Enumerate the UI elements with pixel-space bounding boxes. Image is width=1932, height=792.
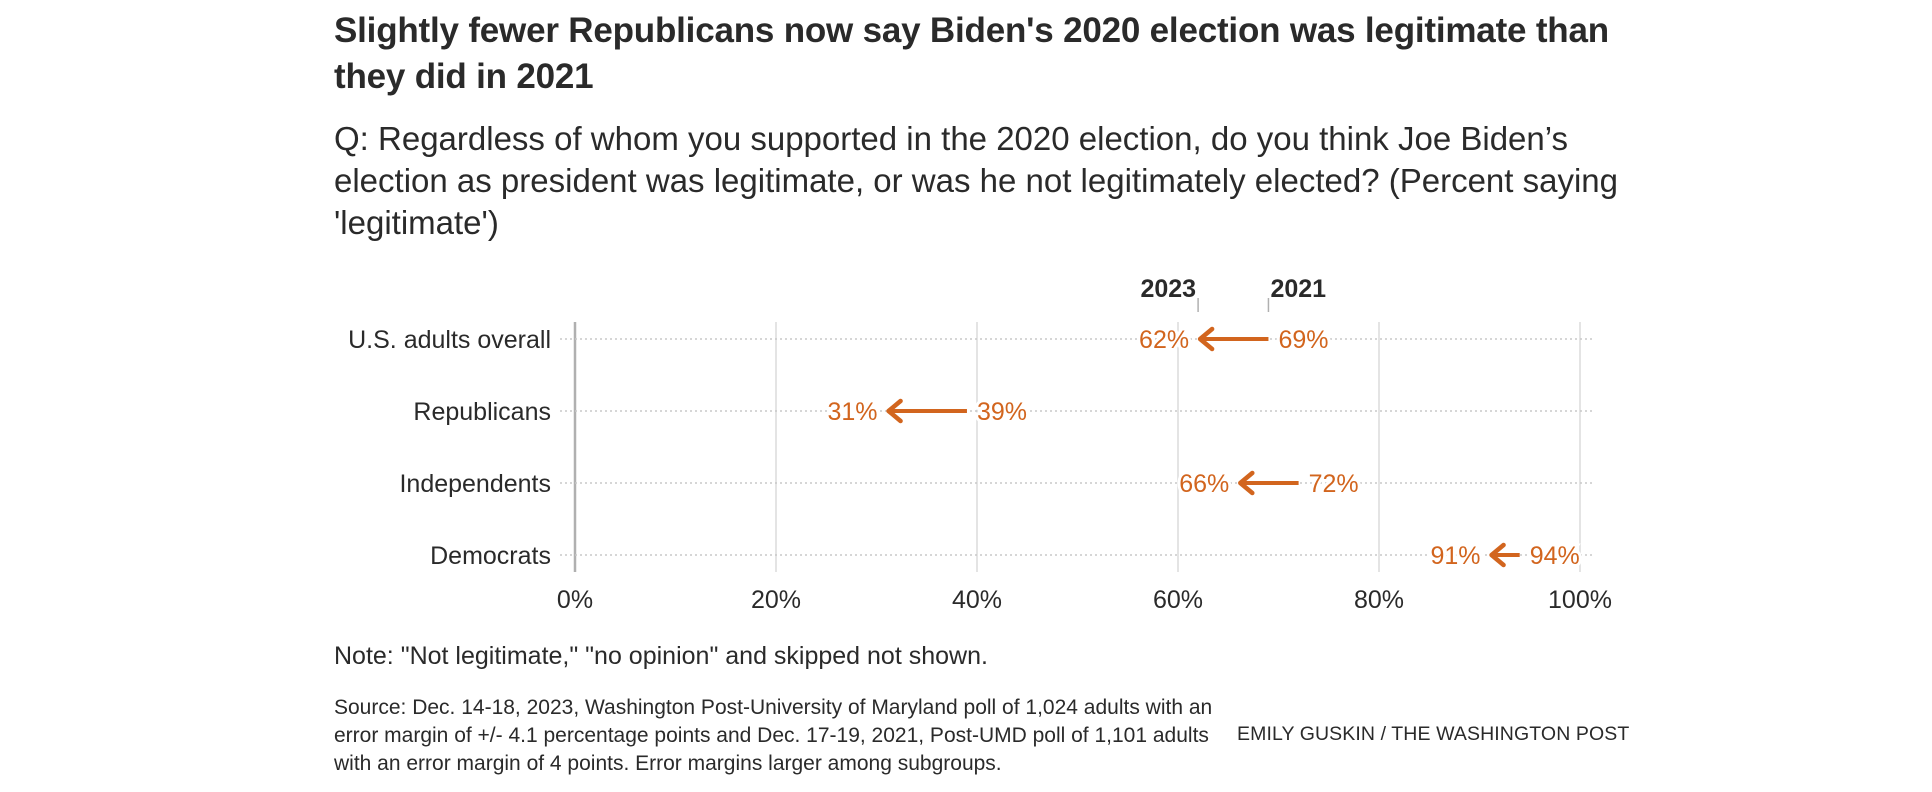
chart-note: Note: "Not legitimate," "no opinion" and… <box>334 642 988 670</box>
value-label-2021: 39% <box>977 398 1027 426</box>
chart-credit: EMILY GUSKIN / THE WASHINGTON POST <box>1237 723 1630 745</box>
value-label-2023: 66% <box>1179 470 1229 498</box>
x-tick-label: 60% <box>1153 586 1203 614</box>
change-arrowhead <box>1197 326 1215 352</box>
category-label: U.S. adults overall <box>348 326 551 354</box>
change-arrowhead <box>1238 470 1255 496</box>
change-arrowhead <box>886 398 903 424</box>
value-label-2021: 69% <box>1278 326 1328 354</box>
x-tick-label: 100% <box>1548 586 1612 614</box>
x-tick-label: 0% <box>557 586 593 614</box>
x-tick-label: 80% <box>1354 586 1404 614</box>
legend-header: 2023 2021 <box>1140 275 1326 312</box>
x-tick-label: 20% <box>751 586 801 614</box>
value-label-2021: 72% <box>1309 470 1359 498</box>
rows-layer: U.S. adults overall 62% 69% Republicans 31% 3… <box>348 323 1583 573</box>
category-label: Democrats <box>430 542 551 570</box>
value-label-2023: 62% <box>1139 326 1189 354</box>
chart-source: Source: Dec. 14-18, 2023, Washington Pos… <box>334 696 1213 775</box>
legend-label-2021: 2021 <box>1270 275 1326 303</box>
x-axis: 0% 20% 40% 60% 80% 100% <box>557 586 1612 614</box>
chart-title: Slightly fewer Republicans now say Biden… <box>334 11 1609 96</box>
value-label-2023: 91% <box>1431 542 1481 570</box>
category-label: Independents <box>399 470 551 498</box>
change-arrowhead <box>1489 542 1506 568</box>
grid-layer <box>560 322 1593 572</box>
chart-subtitle: Q: Regardless of whom you supported in t… <box>334 120 1619 241</box>
arrow-chart: 2023 2021 U.S. adults overall 62% 69% Republ… <box>348 275 1612 614</box>
x-tick-label: 40% <box>952 586 1002 614</box>
value-label-2023: 31% <box>828 398 878 426</box>
legend-label-2023: 2023 <box>1140 275 1196 303</box>
value-label-2021: 94% <box>1530 542 1580 570</box>
category-label: Republicans <box>413 398 551 426</box>
